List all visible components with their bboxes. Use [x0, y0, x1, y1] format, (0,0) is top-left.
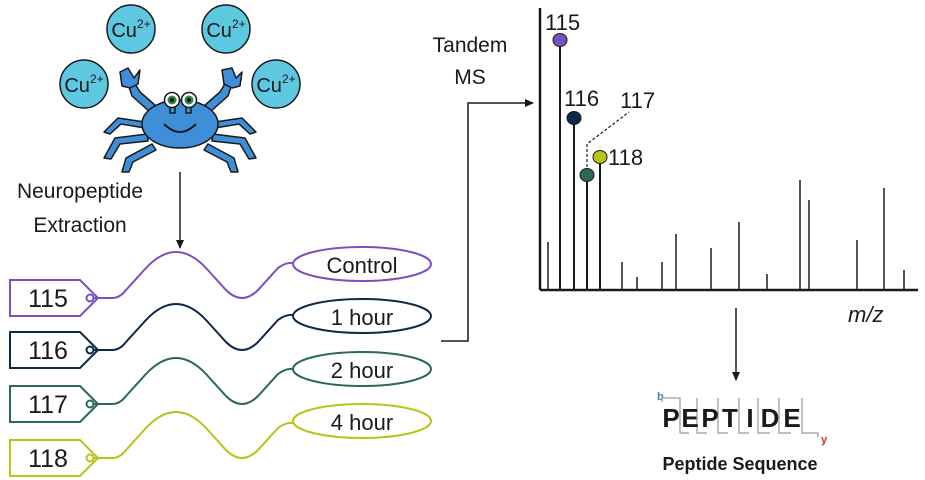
extraction-label-line-1: Neuropeptide — [17, 180, 143, 203]
condition-2-hour-oval — [292, 351, 432, 387]
tag-row-116 — [9, 298, 432, 369]
tag-116-wave — [93, 303, 294, 352]
tag-118-box — [9, 439, 100, 477]
extraction-label-line-2: Extraction — [33, 214, 126, 237]
peptide-letter: I — [746, 403, 753, 433]
mz-axis-label: m/z — [848, 302, 883, 327]
peptide-sequence-graphic: b y P E P T I D E Peptide Sequence — [657, 391, 828, 474]
ms-label-line-2: MS — [454, 66, 486, 89]
svg-text:Cu2+: Cu2+ — [111, 17, 150, 42]
reporter-label-117: 117 — [620, 88, 655, 113]
peptide-letter: P — [701, 403, 718, 433]
reporter-label-118: 118 — [608, 145, 643, 170]
condition-4-hour-oval — [292, 403, 432, 439]
y-ion-label: y — [821, 434, 828, 446]
tag-115-hole — [85, 293, 95, 303]
tag-115-wave — [93, 251, 294, 300]
condition-4-hour-label: 4 hour — [331, 410, 393, 435]
copper-ion-4: Cu2+ — [251, 59, 301, 109]
peptide-letter: E — [681, 403, 698, 433]
copper-ion-1: Cu2+ — [106, 4, 156, 54]
svg-text:Cu2+: Cu2+ — [256, 72, 295, 97]
peptide-letter: P — [662, 403, 679, 433]
tag-116-box — [9, 331, 100, 369]
condition-1-hour-label: 1 hour — [331, 305, 393, 330]
condition-control-label: Control — [327, 253, 398, 278]
condition-1-hour-oval — [292, 298, 432, 334]
copper-ion-2: Cu2+ — [201, 4, 251, 54]
reporter-dot-117 — [579, 168, 595, 182]
tag-118-label: 118 — [28, 445, 68, 473]
reporter-dot-116 — [566, 111, 582, 125]
peptide-letter: D — [761, 403, 780, 433]
tag-row-115 — [9, 246, 432, 317]
copper-ion-3: Cu2+ — [59, 59, 109, 109]
tag-118-wave — [93, 411, 294, 460]
ms-connector-arrow — [441, 99, 534, 342]
peptide-caption: Peptide Sequence — [662, 454, 817, 474]
condition-2-hour-label: 2 hour — [331, 358, 393, 383]
reporter-dot-118 — [592, 150, 608, 164]
reporter-117-leader — [586, 111, 630, 167]
tag-116-hole — [85, 345, 95, 355]
tag-115-box — [9, 279, 100, 317]
peptide-letter: E — [783, 403, 800, 433]
peptide-letter: T — [722, 403, 738, 433]
svg-text:Cu2+: Cu2+ — [206, 17, 245, 42]
tag-117-hole — [85, 399, 95, 409]
tag-115-label: 115 — [28, 285, 68, 313]
tag-row-117 — [9, 351, 432, 423]
mass-spectrum: 115 116 117 118 m/z — [538, 8, 918, 327]
svg-text:Cu2+: Cu2+ — [64, 72, 103, 97]
condition-control-oval — [292, 246, 432, 282]
tag-117-label: 117 — [28, 391, 68, 419]
tag-116-label: 116 — [28, 337, 68, 365]
tag-118-hole — [85, 453, 95, 463]
crab-icon — [103, 67, 257, 173]
ms-label-line-1: Tandem — [433, 34, 508, 57]
reporter-dot-115 — [552, 33, 568, 47]
b-ion-label: b — [657, 391, 664, 403]
reporter-label-115: 115 — [545, 10, 580, 35]
tag-117-wave — [93, 357, 294, 406]
reporter-label-116: 116 — [564, 86, 599, 111]
tag-117-box — [9, 385, 100, 423]
tag-row-118 — [9, 403, 432, 477]
